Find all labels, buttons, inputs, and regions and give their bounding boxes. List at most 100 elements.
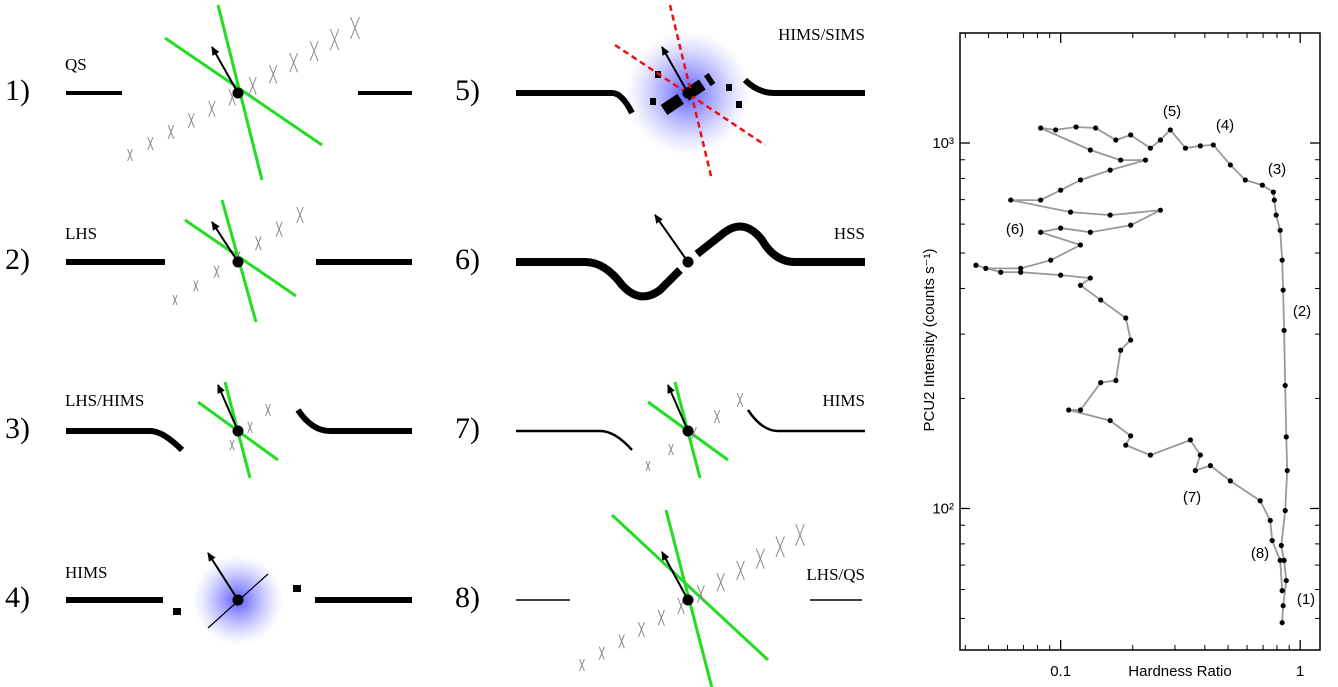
cross	[265, 403, 271, 417]
y-tick-label: 10²	[932, 500, 954, 517]
data-point	[1277, 227, 1283, 233]
chart: Hardness Ratio PCU2 Intensity (counts s⁻…	[921, 32, 1321, 680]
data-point	[1128, 337, 1134, 343]
jet-arrow	[211, 221, 239, 263]
data-point	[1259, 182, 1265, 188]
data-point	[973, 262, 979, 268]
data-point	[1147, 145, 1154, 151]
panel-number: 3)	[5, 412, 30, 445]
data-point	[1279, 588, 1285, 594]
data-point	[1279, 257, 1285, 263]
data-point	[1093, 125, 1099, 131]
state-label: LHS/QS	[806, 565, 865, 584]
panel-number: 8)	[455, 581, 480, 614]
data-point	[1073, 124, 1079, 130]
data-point	[1053, 127, 1059, 133]
x-tick-label: 0.1	[1050, 663, 1071, 680]
cross	[208, 100, 216, 117]
cross	[172, 294, 178, 306]
data-point	[1242, 177, 1248, 183]
data-point	[1118, 347, 1124, 353]
data-point	[1197, 143, 1203, 149]
black-hole	[682, 425, 694, 437]
black-hole	[232, 256, 244, 268]
annotation: (3)	[1268, 161, 1286, 178]
data-point	[1227, 162, 1233, 168]
crosses	[127, 16, 805, 672]
data-point	[1282, 382, 1288, 389]
data-point	[1107, 212, 1113, 218]
data-point	[1113, 137, 1119, 143]
cross	[716, 572, 725, 592]
jet-arrow	[217, 384, 239, 432]
data-point	[1123, 315, 1129, 321]
cross	[269, 64, 278, 84]
data-point	[1098, 380, 1104, 386]
data-point	[1210, 142, 1216, 148]
y-axis-label: PCU2 Intensity (counts s⁻¹)	[921, 249, 938, 432]
cross	[309, 40, 319, 62]
data-point	[1058, 187, 1064, 193]
cross	[127, 148, 133, 162]
state-label: LHS	[65, 224, 97, 243]
cross	[668, 443, 674, 456]
jet-arrow	[654, 214, 689, 263]
data-point	[1267, 517, 1273, 524]
jet-arrow	[207, 552, 239, 601]
data-point	[1098, 297, 1104, 303]
cross	[275, 221, 283, 237]
data-point	[1280, 287, 1286, 293]
panel-number: 5)	[455, 74, 480, 107]
annotation: (8)	[1251, 545, 1269, 562]
arrows	[207, 46, 694, 606]
panel-3	[66, 381, 412, 479]
data-point	[998, 269, 1004, 275]
data-point	[1271, 197, 1277, 203]
data-point	[1077, 282, 1084, 288]
data-point	[1107, 167, 1113, 173]
data-point	[1167, 127, 1173, 133]
data-point	[1128, 433, 1134, 439]
data-point	[1008, 197, 1014, 203]
cross	[795, 523, 805, 547]
state-label: LHS/HIMS	[65, 391, 144, 410]
data-point	[1157, 207, 1164, 213]
state-label: HIMS/SIMS	[778, 25, 865, 44]
data-point	[1269, 537, 1275, 544]
cross	[736, 560, 745, 581]
cross	[193, 280, 199, 292]
x-tick-label: 1	[1296, 663, 1304, 680]
data-point	[1280, 603, 1286, 609]
data-point	[1067, 209, 1074, 215]
panel-number: 6)	[455, 243, 480, 276]
data-point	[1279, 620, 1285, 626]
data-point	[1277, 557, 1283, 564]
black-hole	[232, 594, 244, 606]
data-point	[1038, 125, 1044, 131]
cross	[696, 585, 705, 604]
data-point	[1281, 557, 1287, 564]
data-point	[1147, 452, 1154, 458]
data-point	[1087, 275, 1093, 281]
cross	[248, 76, 257, 95]
cross	[713, 409, 721, 424]
state-label: HIMS	[822, 391, 865, 410]
data-point	[1257, 498, 1263, 504]
data-point	[1058, 272, 1064, 278]
annotation: (1)	[1297, 591, 1315, 608]
cross	[638, 621, 645, 638]
data-point	[1123, 442, 1129, 448]
data-point	[1283, 577, 1289, 584]
cross	[296, 206, 304, 224]
plot-frame	[959, 32, 1321, 651]
data-point	[1077, 177, 1084, 183]
track-line	[975, 126, 1289, 623]
data-point	[1284, 467, 1290, 474]
annotation: (5)	[1163, 103, 1181, 120]
data-point	[1283, 434, 1289, 440]
panel-number: 4)	[5, 581, 30, 614]
data-point	[1018, 265, 1024, 271]
cross	[618, 634, 625, 649]
jet-arrow	[661, 551, 689, 601]
